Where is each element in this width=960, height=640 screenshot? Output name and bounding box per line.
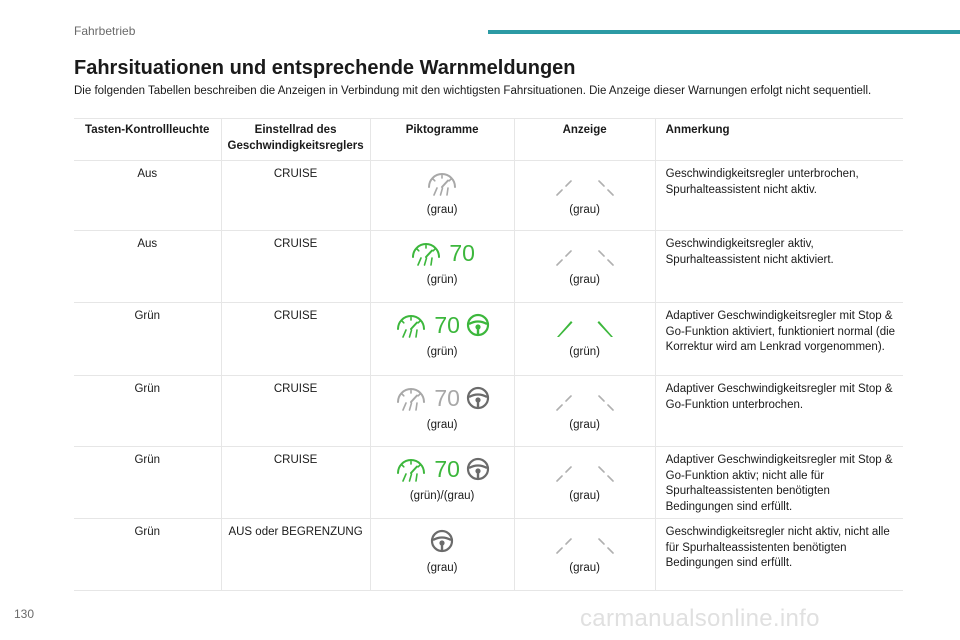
steering-wheel-icon — [430, 529, 454, 553]
display-color-label: (grau) — [569, 274, 600, 286]
cell-pictograms: 70 (grün) — [369, 302, 515, 376]
table-row: Grün CRUISE 70 (grün) (grün) Adaptiver G… — [74, 302, 903, 376]
cell-remark: Geschwindigkeitsregler unterbrochen, Spu… — [654, 160, 903, 231]
situations-table: Tasten-Kontrollleuchte Einstellrad des G… — [74, 118, 903, 591]
page-number: 130 — [14, 607, 35, 621]
cell-adjust-wheel: CRUISE — [220, 230, 371, 303]
cell-adjust-wheel: CRUISE — [220, 375, 371, 447]
speed-value: 70 — [434, 456, 460, 482]
watermark: carmanualsonline.info — [580, 605, 820, 632]
intro-paragraph: Die folgenden Tabellen beschreiben die A… — [74, 85, 872, 97]
cell-display: (grau) — [513, 375, 656, 447]
cell-adjust-wheel: CRUISE — [220, 446, 371, 519]
lane-lines-icon — [554, 534, 616, 554]
display-color-label: (grau) — [569, 419, 600, 431]
cell-button-lamp: Aus — [74, 160, 222, 231]
cell-button-lamp: Grün — [74, 302, 222, 376]
cell-adjust-wheel: AUS oder BEGRENZUNG — [220, 518, 371, 591]
display-color-label: (grau) — [569, 562, 600, 574]
picto-color-label: (grün) — [426, 274, 458, 286]
table-row: Aus CRUISE (grau) (grau) Geschwindigkeit… — [74, 160, 903, 231]
cell-display: (grau) — [513, 446, 656, 519]
cell-display: (grau) — [513, 518, 656, 591]
picto-color-label: (grau) — [426, 204, 458, 216]
cell-button-lamp: Grün — [74, 518, 222, 591]
steering-wheel-icon — [466, 313, 490, 337]
speed-value: 70 — [449, 240, 475, 266]
steering-wheel-icon — [466, 457, 490, 481]
lane-lines-icon — [554, 318, 616, 338]
picto-color-label: (grau) — [426, 419, 458, 431]
cell-button-lamp: Grün — [74, 446, 222, 519]
cell-button-lamp: Aus — [74, 230, 222, 303]
cell-remark: Geschwindigkeitsregler aktiv, Spurhaltea… — [654, 230, 903, 303]
cell-remark: Adaptiver Geschwindigkeitsregler mit Sto… — [654, 375, 903, 447]
header-display: Anzeige — [513, 118, 656, 161]
speed-value: 70 — [434, 312, 460, 338]
header-remark: Anmerkung — [654, 118, 903, 161]
cell-remark: Geschwindigkeitsregler nicht aktiv, nich… — [654, 518, 903, 591]
table-row: Aus CRUISE 70 (grün) (grau) Geschwindigk… — [74, 230, 903, 303]
speedometer-icon — [394, 312, 428, 338]
display-color-label: (grün) — [569, 346, 600, 358]
header-pictograms: Piktogramme — [369, 118, 515, 161]
cell-pictograms: (grau) — [369, 160, 515, 231]
speed-value: 70 — [434, 385, 460, 411]
cell-pictograms: 70 (grün)/(grau) — [369, 446, 515, 519]
table-row: Grün AUS oder BEGRENZUNG (grau) (grau) G… — [74, 518, 903, 591]
lane-lines-icon — [554, 246, 616, 266]
cell-remark: Adaptiver Geschwindigkeitsregler mit Sto… — [654, 446, 903, 519]
speedometer-icon — [409, 240, 443, 266]
lane-lines-icon — [554, 176, 616, 196]
display-color-label: (grau) — [569, 490, 600, 502]
speedometer-icon — [394, 456, 428, 482]
picto-color-label: (grün) — [426, 346, 458, 358]
cell-adjust-wheel: CRUISE — [220, 160, 371, 231]
cell-pictograms: (grau) — [369, 518, 515, 591]
cell-display: (grau) — [513, 160, 656, 231]
table-row: Grün CRUISE 70 (grau) (grau) Adaptiver G… — [74, 375, 903, 447]
cell-display: (grau) — [513, 230, 656, 303]
header-button-lamp: Tasten-Kontrollleuchte — [74, 118, 222, 161]
header-accent-bar — [488, 30, 960, 34]
cell-remark: Adaptiver Geschwindigkeitsregler mit Sto… — [654, 302, 903, 376]
speedometer-icon — [425, 170, 459, 196]
cell-display: (grün) — [513, 302, 656, 376]
steering-wheel-icon — [466, 386, 490, 410]
header-adjust-wheel: Einstellrad des Geschwindigkeitsreglers — [220, 118, 371, 161]
page-title: Fahrsituationen und entsprechende Warnme… — [74, 57, 576, 79]
lane-lines-icon — [554, 462, 616, 482]
table-row: Grün CRUISE 70 (grün)/(grau) (grau) Adap… — [74, 446, 903, 519]
section-header: Fahrbetrieb — [74, 24, 136, 38]
picto-color-label: (grün)/(grau) — [409, 490, 475, 502]
display-color-label: (grau) — [569, 204, 600, 216]
speedometer-icon — [394, 385, 428, 411]
table-header-row: Tasten-Kontrollleuchte Einstellrad des G… — [74, 118, 903, 161]
cell-pictograms: 70 (grau) — [369, 375, 515, 447]
lane-lines-icon — [554, 391, 616, 411]
cell-adjust-wheel: CRUISE — [220, 302, 371, 376]
cell-pictograms: 70 (grün) — [369, 230, 515, 303]
cell-button-lamp: Grün — [74, 375, 222, 447]
picto-color-label: (grau) — [426, 562, 458, 574]
